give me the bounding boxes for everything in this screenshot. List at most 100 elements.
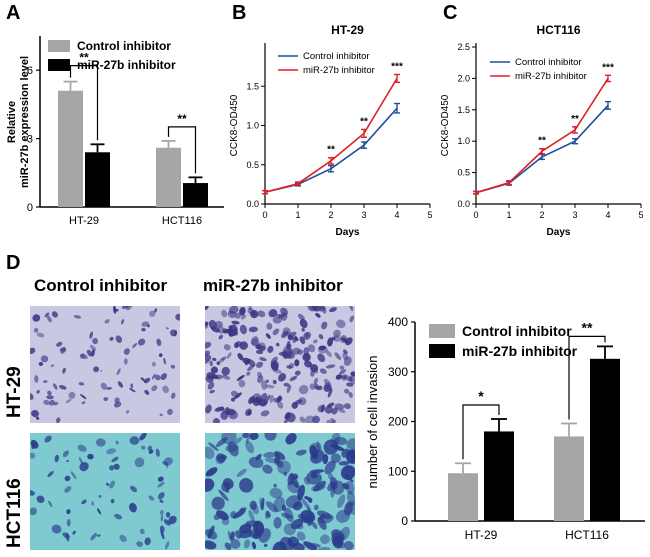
photo-ht29-inhibitor-cell	[272, 316, 282, 324]
photo-ht29-control-cell	[151, 373, 156, 380]
photo-ht29-inhibitor-cell	[313, 377, 319, 385]
photo-ht29-inhibitor-cell	[257, 371, 263, 378]
chart-d-legend-label-1: miR-27b inhibitor	[462, 343, 578, 359]
photo-ht29-inhibitor-cell	[333, 329, 341, 338]
photo-ht29-inhibitor-cell	[251, 338, 260, 347]
photo-hct116-inhibitor-cell	[273, 517, 282, 529]
photo-hct116-inhibitor-cell	[205, 467, 218, 477]
photo-hct116-inhibitor-cell	[340, 465, 355, 480]
photo-hct116-inhibitor-cell	[269, 487, 283, 499]
photo-hct116-inhibitor-cell	[285, 495, 302, 509]
photo-ht29-control-cell	[36, 389, 40, 394]
photo-ht29-control-cell	[90, 344, 97, 352]
photo-ht29-control-cell	[169, 329, 178, 337]
chart-b-title: HT-29	[331, 23, 364, 37]
photo-hct116-inhibitor-cell	[213, 514, 220, 521]
photo-hct116-control-cell	[155, 448, 160, 457]
photo-ht29-inhibitor-cell	[283, 382, 290, 387]
photo-hct116-inhibitor-cell	[249, 500, 257, 511]
photo-ht29-inhibitor-cell	[287, 334, 294, 341]
photo-ht29-inhibitor-cell	[310, 364, 319, 373]
chart-d-legend-swatch-0	[429, 324, 455, 338]
photo-ht29-control-cell	[73, 315, 82, 319]
photo-ht29-inhibitor-cell	[309, 383, 316, 390]
photo-ht29-inhibitor-cell	[305, 415, 315, 423]
photo-hct116-inhibitor-cell	[273, 483, 277, 488]
photo-ht29-inhibitor-cell	[342, 352, 348, 361]
photo-hct116-control-cell	[157, 476, 164, 482]
chart-a-category-label-0: HT-29	[69, 215, 99, 227]
chart-d-sig-bracket-1	[568, 335, 606, 420]
photo-ht29-inhibitor-cell	[221, 374, 231, 380]
photo-ht29-inhibitor-cell	[315, 312, 321, 318]
photo-ht29-control-cell	[100, 382, 108, 390]
photo-hct116-control-cell	[115, 440, 119, 445]
photo-hct116-control-cell	[160, 514, 164, 522]
photo-ht29-control-cell	[40, 355, 49, 363]
chart-a-bar-1-0	[156, 147, 181, 207]
photo-ht29-control-cell	[56, 341, 63, 347]
photo-ht29-inhibitor-cell	[291, 402, 299, 409]
photo-ht29-inhibitor-cell	[259, 357, 267, 362]
chart-c-xtick-label-5: 5	[638, 210, 643, 220]
photo-hct116-inhibitor-cell	[239, 478, 254, 493]
photo-ht29-inhibitor-cell	[244, 358, 251, 366]
chart-b-sig-label-0: **	[327, 145, 335, 156]
photo-ht29-inhibitor-cell	[278, 351, 289, 357]
panel-label-a: A	[6, 2, 21, 24]
chart-d-bar-0-0	[448, 473, 478, 521]
photo-hct116-control-cell	[87, 453, 94, 460]
photo-ht29-inhibitor-cell	[338, 375, 347, 379]
chart-b-xtick-label-1: 1	[295, 210, 300, 220]
photo-ht29-inhibitor-cell	[286, 340, 291, 348]
photo-hct116-control-cell	[157, 492, 165, 500]
chart-b-xtick-label-5: 5	[427, 210, 432, 220]
photo-ht29-inhibitor-cell	[323, 378, 331, 386]
photo-ht29-inhibitor-cell	[282, 345, 288, 354]
photo-hct116-inhibitor-cell	[243, 539, 251, 549]
photo-ht29-inhibitor-cell	[277, 401, 284, 409]
photo-ht29-inhibitor-cell	[325, 364, 336, 369]
photo-hct116-inhibitor-cell	[232, 509, 246, 519]
photo-ht29-control-cell	[125, 410, 130, 414]
photo-hct116-control	[30, 433, 180, 550]
chart-c-sig-label-1: **	[571, 114, 579, 125]
photo-hct116-inhibitor-cell	[205, 528, 218, 540]
photo-ht29-control-cell	[43, 380, 48, 383]
photo-hct116-inhibitor-cell	[216, 453, 226, 463]
photo-hct116-control-cell	[119, 534, 127, 543]
photo-ht29-control-cell	[104, 319, 110, 324]
photo-ht29-inhibitor-cell	[239, 306, 246, 316]
photo-ht29-control-cell	[159, 413, 163, 417]
photo-ht29-inhibitor	[205, 306, 355, 423]
chart-a-sig-label-1: **	[177, 112, 187, 126]
chart-c-xlabel: Days	[547, 227, 571, 238]
photo-ht29-control-cell	[149, 310, 156, 318]
photo-ht29-control-cell	[100, 369, 103, 372]
photo-hct116-inhibitor-cell	[225, 444, 239, 452]
photo-hct116-control-cell	[141, 445, 146, 450]
chart-b-sig-label-2: ***	[391, 61, 403, 72]
photo-ht29-inhibitor-cell	[303, 347, 310, 356]
photo-ht29-inhibitor-cell	[260, 410, 270, 417]
chart-d-bar-1-1	[590, 358, 620, 521]
photo-ht29-control-cell	[132, 343, 138, 349]
photo-ht29-inhibitor-cell	[278, 373, 287, 382]
photo-ht29-inhibitor-cell	[269, 394, 274, 403]
photo-ht29-inhibitor-cell	[321, 321, 328, 330]
photo-hct116-inhibitor-cell	[239, 523, 252, 534]
photo-ht29-inhibitor-cell	[218, 334, 224, 340]
photo-ht29-control-cell	[144, 389, 150, 395]
photo-hct116-control-cell	[62, 450, 69, 458]
photo-ht29-inhibitor-cell	[266, 322, 273, 330]
photo-ht29-inhibitor-cell	[260, 392, 268, 403]
photo-ht29-inhibitor-cell	[326, 419, 331, 423]
photo-hct116-control-cell	[139, 528, 145, 535]
photo-ht29-inhibitor-cell	[265, 394, 271, 402]
chart-c-ytick-label-2: 1.0	[457, 136, 470, 146]
photo-ht29-inhibitor-cell	[265, 333, 271, 339]
photo-hct116-inhibitor-cell	[205, 540, 217, 550]
chart-b-ytick-label-2: 1.0	[246, 121, 259, 131]
photo-ht29-control-cell	[113, 306, 117, 314]
